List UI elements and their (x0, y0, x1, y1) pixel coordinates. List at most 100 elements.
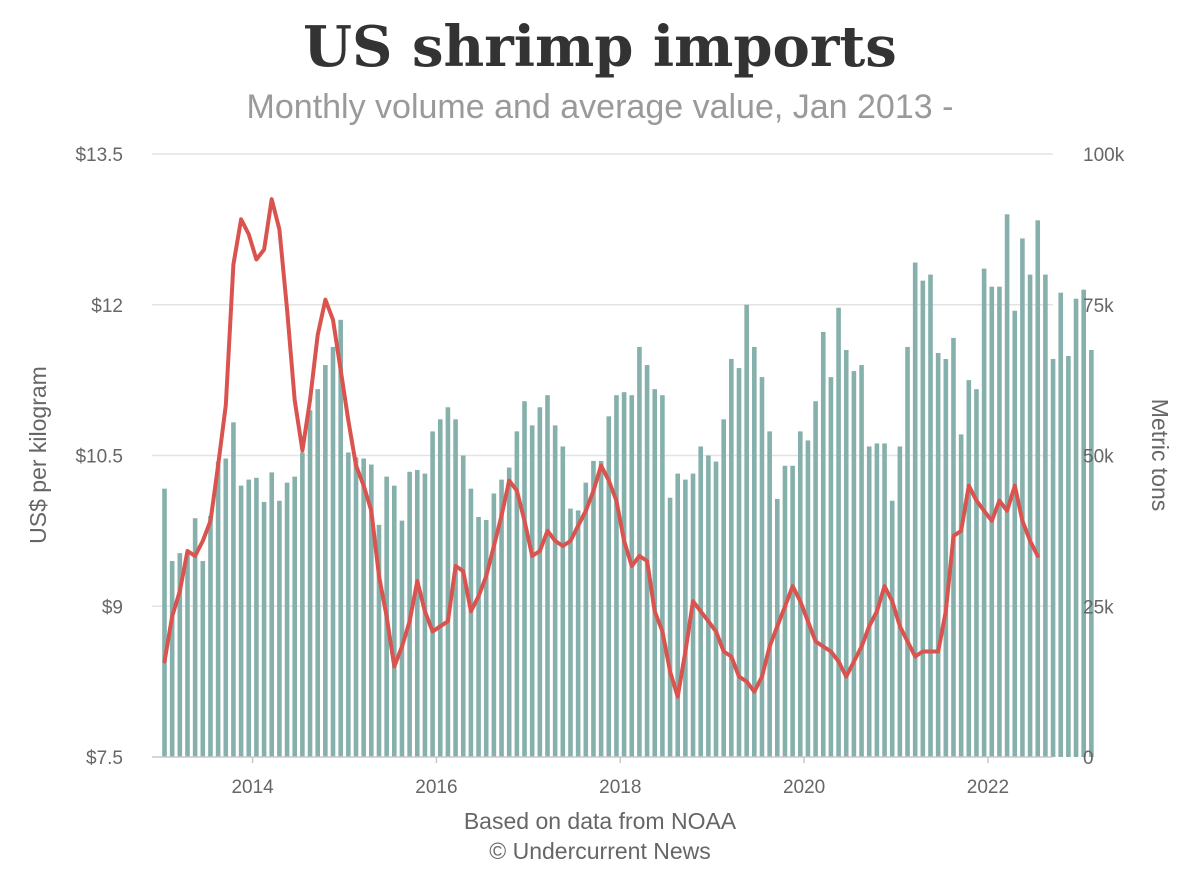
right-tick-label: 75k (1083, 296, 1114, 317)
volume-bar (905, 346, 910, 757)
volume-bar (614, 395, 619, 757)
volume-bar (637, 346, 642, 757)
volume-bar (698, 446, 703, 757)
volume-bar (353, 457, 359, 757)
volume-bar (736, 368, 742, 757)
volume-bar (1050, 359, 1056, 757)
volume-bar (445, 407, 451, 757)
volume-bar (752, 346, 757, 757)
volume-bar (537, 407, 543, 757)
x-tick-label: 2020 (783, 777, 825, 798)
volume-bar (744, 304, 749, 757)
x-tick-label: 2018 (599, 777, 641, 798)
volume-bar (675, 473, 681, 757)
volume-bar (1027, 274, 1033, 757)
volume-bar (935, 352, 941, 757)
volume-bar (958, 434, 964, 757)
volume-bar (1004, 214, 1010, 758)
volume-bar (820, 331, 826, 757)
volume-bar (866, 446, 872, 757)
volume-bar (943, 359, 949, 757)
volume-bar (284, 482, 290, 757)
x-tick-label: 2022 (967, 777, 1009, 798)
volume-bar (514, 431, 520, 757)
source-note: Based on data from NOAA (463, 808, 737, 834)
volume-bar (859, 365, 864, 757)
volume-bar (974, 389, 979, 757)
volume-bar (453, 419, 458, 757)
copyright-note: © Undercurrent News (489, 838, 711, 864)
left-axis-label: US$ per kilogram (25, 366, 51, 544)
x-tick-label: 2014 (231, 777, 274, 798)
volume-bar (200, 561, 206, 757)
volume-bar (460, 455, 466, 757)
left-tick-label: $7.5 (86, 748, 123, 769)
volume-bar (713, 461, 719, 757)
left-tick-label: $13.5 (75, 145, 123, 166)
volume-bar (966, 380, 972, 757)
volume-bar (575, 510, 581, 757)
volume-bar (223, 458, 229, 757)
x-tick-label: 2016 (415, 777, 457, 798)
volume-bar (545, 395, 550, 757)
volume-bar (323, 365, 328, 757)
volume-bar (667, 497, 673, 757)
volume-bar (1035, 220, 1041, 757)
volume-bar (430, 431, 435, 757)
volume-bar (683, 479, 688, 757)
volume-bar (185, 551, 190, 757)
volume-bars (162, 214, 1094, 758)
volume-bar (1020, 238, 1025, 758)
volume-bar (238, 485, 244, 757)
volume-bar (889, 500, 895, 757)
volume-bar (277, 500, 282, 757)
volume-bar (414, 469, 420, 757)
volume-bar (208, 515, 213, 757)
volume-bar (797, 431, 803, 757)
volume-bar (897, 446, 903, 757)
volume-bar (215, 461, 221, 757)
volume-bar (392, 485, 397, 757)
volume-bar (338, 319, 343, 757)
volume-bar (330, 346, 336, 757)
volume-bar (1066, 356, 1071, 757)
axes: $7.5 0 $9 25k $10.5 50k $12 75k $13.5 100k 2014 201… (75, 145, 1124, 798)
right-tick-label: 50k (1083, 447, 1114, 468)
volume-bar (476, 517, 481, 757)
volume-bar (805, 440, 811, 757)
volume-bar (1012, 310, 1018, 757)
volume-bar (552, 425, 558, 757)
volume-bar (300, 452, 305, 757)
volume-bar (920, 280, 926, 757)
volume-bar (706, 455, 711, 757)
volume-bar (246, 479, 252, 757)
volume-bar (874, 443, 880, 757)
right-axis-label: Metric tons (1147, 399, 1173, 511)
volume-bar (591, 460, 596, 757)
volume-bar (690, 473, 696, 757)
left-tick-label: $9 (102, 597, 123, 618)
volume-bar (399, 520, 405, 757)
volume-bar (836, 307, 841, 757)
volume-bar (162, 488, 167, 757)
volume-bar (560, 446, 566, 757)
volume-bar (1058, 292, 1064, 757)
volume-bar (346, 452, 351, 757)
volume-bar (1043, 274, 1048, 757)
right-tick-label: 0 (1083, 748, 1094, 769)
chart-subtitle: Monthly volume and average value, Jan 20… (246, 88, 954, 126)
volume-bar (261, 501, 267, 757)
volume-bar (192, 518, 198, 757)
volume-bar (843, 349, 849, 757)
right-tick-label: 100k (1083, 145, 1125, 166)
volume-bar (499, 479, 504, 757)
volume-bar (882, 443, 887, 757)
volume-bar (491, 493, 497, 757)
volume-bar (851, 371, 857, 757)
price-line (162, 197, 1040, 699)
volume-bar (660, 395, 665, 757)
volume-bar (759, 377, 765, 757)
volume-bar (483, 520, 489, 757)
volume-bar (361, 458, 366, 757)
